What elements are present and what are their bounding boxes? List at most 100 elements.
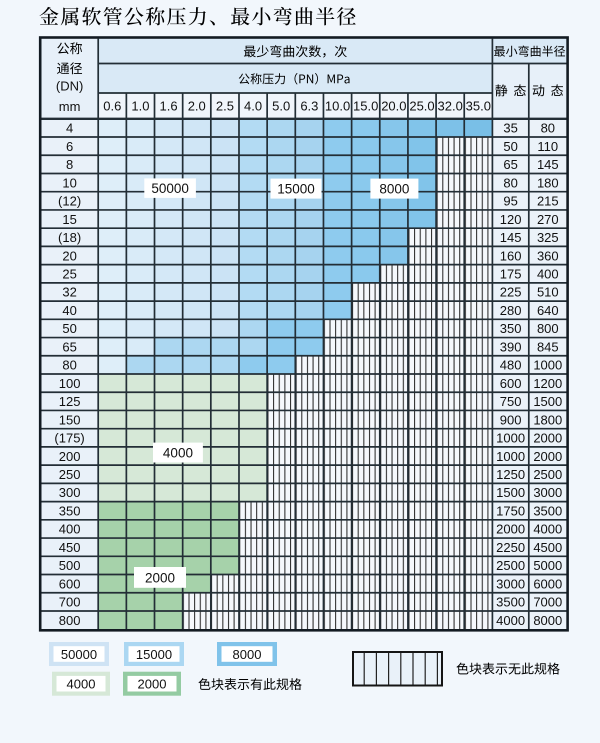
svg-text:35.0: 35.0 [466, 99, 491, 114]
svg-text:4000: 4000 [67, 676, 96, 691]
svg-text:1000: 1000 [533, 358, 562, 373]
svg-text:50: 50 [62, 321, 76, 336]
svg-text:4000: 4000 [533, 522, 562, 537]
svg-text:400: 400 [537, 266, 559, 281]
svg-text:80: 80 [62, 358, 76, 373]
svg-text:2.5: 2.5 [216, 99, 234, 114]
svg-text:6.3: 6.3 [300, 99, 318, 114]
svg-text:800: 800 [537, 321, 559, 336]
svg-text:65: 65 [503, 157, 517, 172]
svg-text:2000: 2000 [138, 676, 167, 691]
svg-text:800: 800 [59, 613, 81, 628]
svg-text:2500: 2500 [533, 467, 562, 482]
svg-text:2.0: 2.0 [188, 99, 206, 114]
svg-text:8: 8 [66, 157, 73, 172]
svg-text:50: 50 [503, 139, 517, 154]
svg-text:8000: 8000 [533, 613, 562, 628]
svg-text:750: 750 [500, 394, 522, 409]
svg-text:845: 845 [537, 339, 559, 354]
svg-text:600: 600 [500, 376, 522, 391]
svg-text:480: 480 [500, 358, 522, 373]
svg-text:640: 640 [537, 303, 559, 318]
svg-text:1500: 1500 [496, 485, 525, 500]
svg-text:2500: 2500 [496, 558, 525, 573]
svg-text:600: 600 [59, 576, 81, 591]
svg-text:1.6: 1.6 [160, 99, 178, 114]
svg-text:0.6: 0.6 [103, 99, 121, 114]
svg-text:2000: 2000 [145, 570, 175, 585]
svg-text:280: 280 [500, 303, 522, 318]
svg-text:110: 110 [537, 139, 558, 154]
svg-text:200: 200 [59, 449, 81, 464]
svg-text:3000: 3000 [496, 576, 525, 591]
svg-text:2000: 2000 [496, 522, 525, 537]
svg-text:10.0: 10.0 [325, 99, 350, 114]
svg-text:(175): (175) [54, 431, 84, 446]
svg-text:145: 145 [537, 157, 559, 172]
svg-text:mm: mm [59, 99, 81, 114]
svg-text:4.0: 4.0 [244, 99, 262, 114]
svg-text:350: 350 [59, 503, 81, 518]
svg-text:50000: 50000 [151, 181, 189, 196]
svg-text:10: 10 [62, 175, 76, 190]
svg-text:180: 180 [537, 175, 559, 190]
svg-text:700: 700 [59, 595, 81, 610]
svg-text:900: 900 [500, 412, 522, 427]
svg-text:1800: 1800 [533, 412, 562, 427]
svg-text:390: 390 [500, 339, 522, 354]
svg-text:4500: 4500 [533, 540, 562, 555]
svg-text:6000: 6000 [533, 576, 562, 591]
svg-text:5.0: 5.0 [272, 99, 290, 114]
svg-text:215: 215 [537, 194, 559, 209]
svg-text:20.0: 20.0 [381, 99, 406, 114]
svg-text:450: 450 [59, 540, 81, 555]
svg-text:35: 35 [503, 121, 517, 136]
svg-text:4000: 4000 [496, 613, 525, 628]
svg-text:15000: 15000 [277, 182, 315, 197]
svg-text:4000: 4000 [163, 445, 193, 460]
svg-text:510: 510 [537, 285, 559, 300]
svg-text:2000: 2000 [533, 431, 562, 446]
svg-text:3500: 3500 [533, 503, 562, 518]
svg-text:20: 20 [62, 248, 76, 263]
svg-text:125: 125 [59, 394, 81, 409]
svg-text:270: 270 [537, 212, 559, 227]
svg-text:(12): (12) [58, 194, 81, 209]
svg-text:1000: 1000 [496, 431, 525, 446]
svg-text:4: 4 [66, 121, 73, 136]
svg-text:50000: 50000 [61, 647, 97, 662]
svg-text:8000: 8000 [233, 647, 262, 662]
svg-text:325: 325 [537, 230, 559, 245]
svg-text:3000: 3000 [533, 485, 562, 500]
svg-text:120: 120 [500, 212, 522, 227]
svg-text:2250: 2250 [496, 540, 525, 555]
svg-text:7000: 7000 [533, 595, 562, 610]
svg-text:65: 65 [62, 339, 76, 354]
svg-text:250: 250 [59, 467, 81, 482]
svg-text:25.0: 25.0 [409, 99, 434, 114]
svg-text:1.0: 1.0 [131, 99, 149, 114]
svg-text:1000: 1000 [496, 449, 525, 464]
svg-text:(18): (18) [58, 230, 81, 245]
svg-text:15000: 15000 [136, 647, 172, 662]
svg-text:300: 300 [59, 485, 81, 500]
svg-text:1200: 1200 [533, 376, 562, 391]
svg-text:80: 80 [503, 175, 517, 190]
svg-text:160: 160 [500, 248, 522, 263]
svg-text:100: 100 [59, 376, 81, 391]
svg-text:32: 32 [62, 285, 76, 300]
svg-text:15.0: 15.0 [353, 99, 378, 114]
svg-text:1750: 1750 [496, 503, 525, 518]
svg-text:8000: 8000 [379, 182, 409, 197]
svg-text:175: 175 [500, 266, 522, 281]
svg-text:3500: 3500 [496, 595, 525, 610]
svg-text:150: 150 [59, 412, 81, 427]
svg-text:400: 400 [59, 522, 81, 537]
svg-text:32.0: 32.0 [438, 99, 463, 114]
svg-text:25: 25 [62, 266, 76, 281]
svg-text:95: 95 [503, 194, 517, 209]
svg-text:6: 6 [66, 139, 73, 154]
svg-text:1500: 1500 [533, 394, 562, 409]
svg-text:500: 500 [59, 558, 81, 573]
svg-text:2000: 2000 [533, 449, 562, 464]
